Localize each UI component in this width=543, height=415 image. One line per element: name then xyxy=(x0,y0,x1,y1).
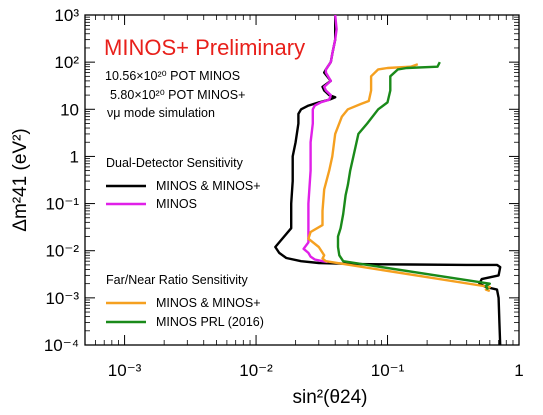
legend-heading-ratio: Far/Near Ratio Sensitivity xyxy=(106,273,248,287)
axis-ticks: 10⁻⁴ 10⁻³ 10⁻² 10⁻¹ 1 10 10² 10³ 10⁻³ 10⁻² 10⁻¹ 1 xyxy=(44,6,524,380)
legend-label-ratio-prl: MINOS PRL (2016) xyxy=(156,315,264,329)
y-tick-label: 10⁻¹ xyxy=(45,195,79,214)
y-tick-label: 10² xyxy=(54,53,79,72)
y-tick-label: 10⁻² xyxy=(45,242,79,261)
plot-frame xyxy=(84,14,520,346)
legend-label-dual-minos: MINOS xyxy=(156,197,197,211)
annotation-mode: νμ mode simulation xyxy=(107,106,215,120)
y-tick-label: 10⁻⁴ xyxy=(44,336,79,355)
legend-heading-dual: Dual-Detector Sensitivity xyxy=(106,156,244,170)
x-axis-title: sin²(θ24) xyxy=(293,387,368,408)
annotation-pot-minos-plus: 5.80×10²⁰ POT MINOS+ xyxy=(110,88,245,102)
legend-label-dual-combined: MINOS & MINOS+ xyxy=(156,179,261,193)
series-line-3 xyxy=(336,61,491,291)
series-line-1 xyxy=(302,14,338,264)
x-tick-label: 10⁻³ xyxy=(108,361,142,380)
y-tick-label: 10⁻³ xyxy=(45,289,79,308)
x-tick-label: 1 xyxy=(514,361,523,380)
legend-label-ratio-combined: MINOS & MINOS+ xyxy=(156,296,261,310)
x-tick-label: 10⁻¹ xyxy=(371,361,405,380)
series-layer xyxy=(274,14,502,346)
series-line-2 xyxy=(307,63,491,293)
x-tick-label: 10⁻² xyxy=(239,361,273,380)
annotation-pot-minos: 10.56×10²⁰ POT MINOS xyxy=(105,69,240,83)
chart-title: MINOS+ Preliminary xyxy=(104,35,305,60)
y-tick-label: 10 xyxy=(60,100,79,119)
y-tick-label: 10³ xyxy=(54,6,79,25)
y-axis-title: Δm²41 (eV²) xyxy=(10,128,31,231)
y-tick-label: 1 xyxy=(70,147,79,166)
